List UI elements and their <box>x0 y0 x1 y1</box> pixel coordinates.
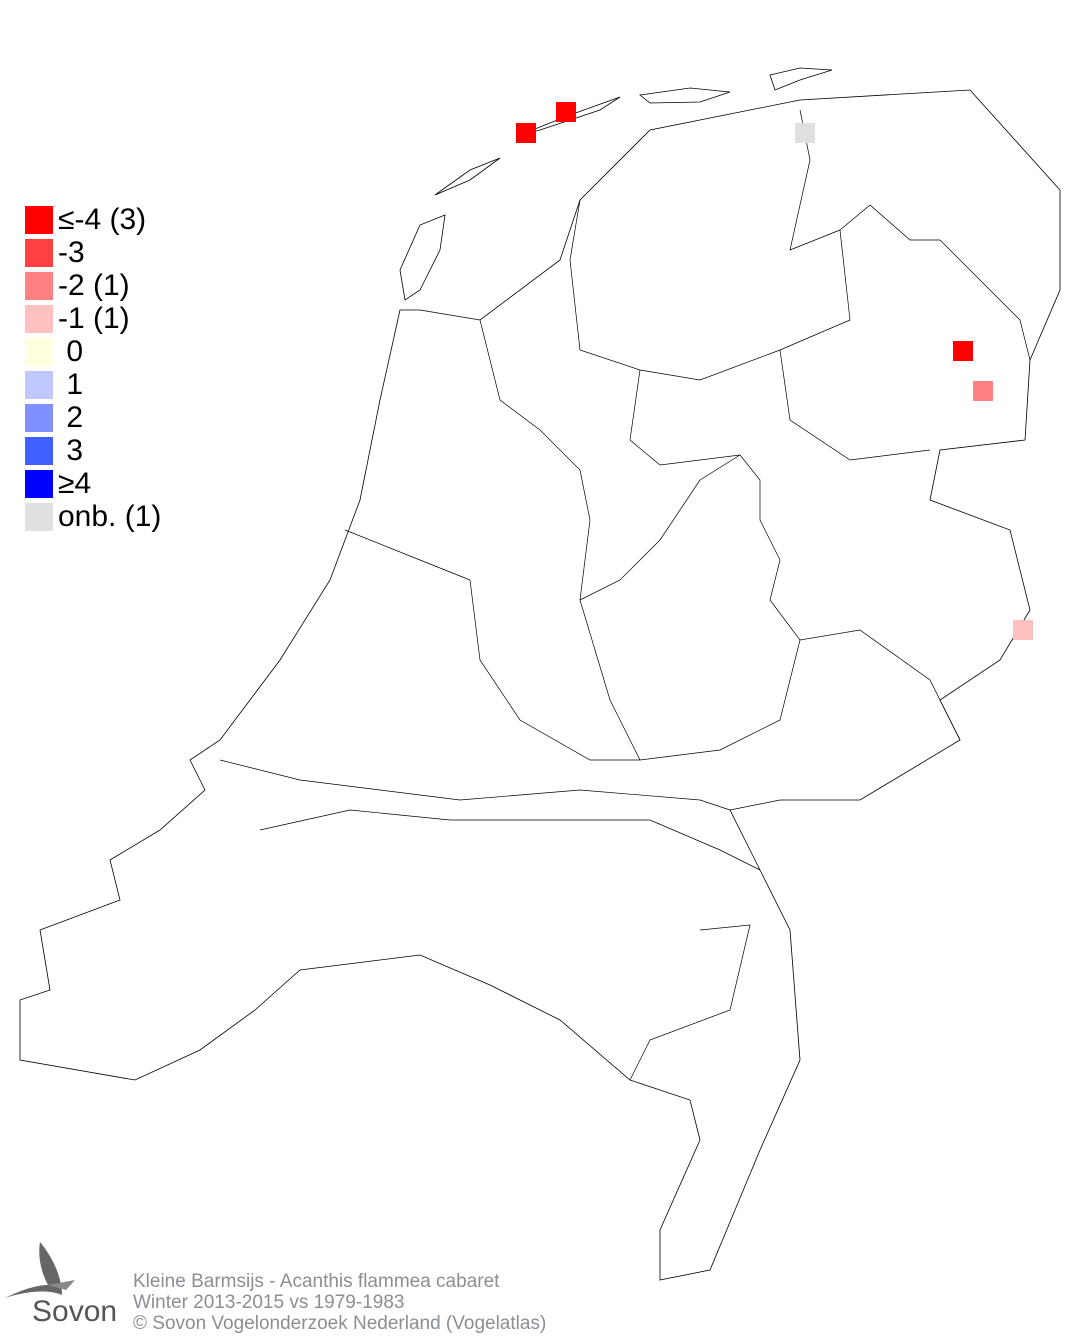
legend-swatch <box>25 502 53 531</box>
grid-cell <box>795 123 815 143</box>
island-vlieland <box>434 157 501 196</box>
legend-swatch <box>25 238 53 267</box>
grid-cell <box>973 381 993 401</box>
legend-label: ≥4 <box>58 466 92 500</box>
caption-period: Winter 2013-2015 vs 1979-1983 <box>133 1292 405 1313</box>
legend-swatch <box>25 469 53 498</box>
legend-label: 2 <box>58 400 84 434</box>
legend-label: 3 <box>58 433 84 467</box>
legend-item: -2 (1) <box>25 269 161 302</box>
legend-item: 3 <box>25 434 161 467</box>
legend-item: ≥4 <box>25 467 161 500</box>
legend-swatch <box>25 436 53 465</box>
caption-copyright: © Sovon Vogelonderzoek Nederland (Vogela… <box>133 1313 547 1334</box>
legend-swatch <box>25 403 53 432</box>
legend-item: 1 <box>25 368 161 401</box>
island-ameland <box>639 87 731 104</box>
province-borders <box>219 109 1031 1081</box>
legend-label: ≤-4 (3) <box>58 202 147 236</box>
grid-cells <box>516 102 1033 640</box>
legend-swatch <box>25 337 53 366</box>
legend-swatch <box>25 304 53 333</box>
legend-item: 2 <box>25 401 161 434</box>
legend-item: -3 <box>25 236 161 269</box>
legend-swatch <box>25 370 53 399</box>
legend-label: 1 <box>58 367 84 401</box>
grid-cell <box>953 341 973 361</box>
sovon-logo-text: Sovon <box>32 1295 118 1328</box>
legend-item: onb. (1) <box>25 500 161 533</box>
legend-swatch <box>25 205 53 234</box>
map-caption: Kleine Barmsijs - Acanthis flammea cabar… <box>133 1271 546 1334</box>
grid-cell <box>1013 620 1033 640</box>
swallow-icon <box>5 1242 75 1298</box>
mainland-outline <box>19 89 1061 1281</box>
legend-label: onb. (1) <box>58 499 162 533</box>
legend-item: -1 (1) <box>25 302 161 335</box>
grid-cell <box>556 102 576 122</box>
legend-swatch <box>25 271 53 300</box>
island-schiermonnikoog <box>769 67 833 91</box>
legend-label: -1 (1) <box>58 301 130 335</box>
legend-label: 0 <box>58 334 84 368</box>
island-texel <box>399 214 446 301</box>
legend-item: 0 <box>25 335 161 368</box>
grid-cell <box>516 123 536 143</box>
legend-item: ≤-4 (3) <box>25 203 161 236</box>
caption-species: Kleine Barmsijs - Acanthis flammea cabar… <box>133 1271 500 1292</box>
legend: ≤-4 (3) -3 -2 (1) -1 (1) 0 1 2 3 ≥4 onb. (1) <box>25 203 161 533</box>
legend-label: -2 (1) <box>58 268 130 302</box>
legend-label: -3 <box>58 235 85 269</box>
